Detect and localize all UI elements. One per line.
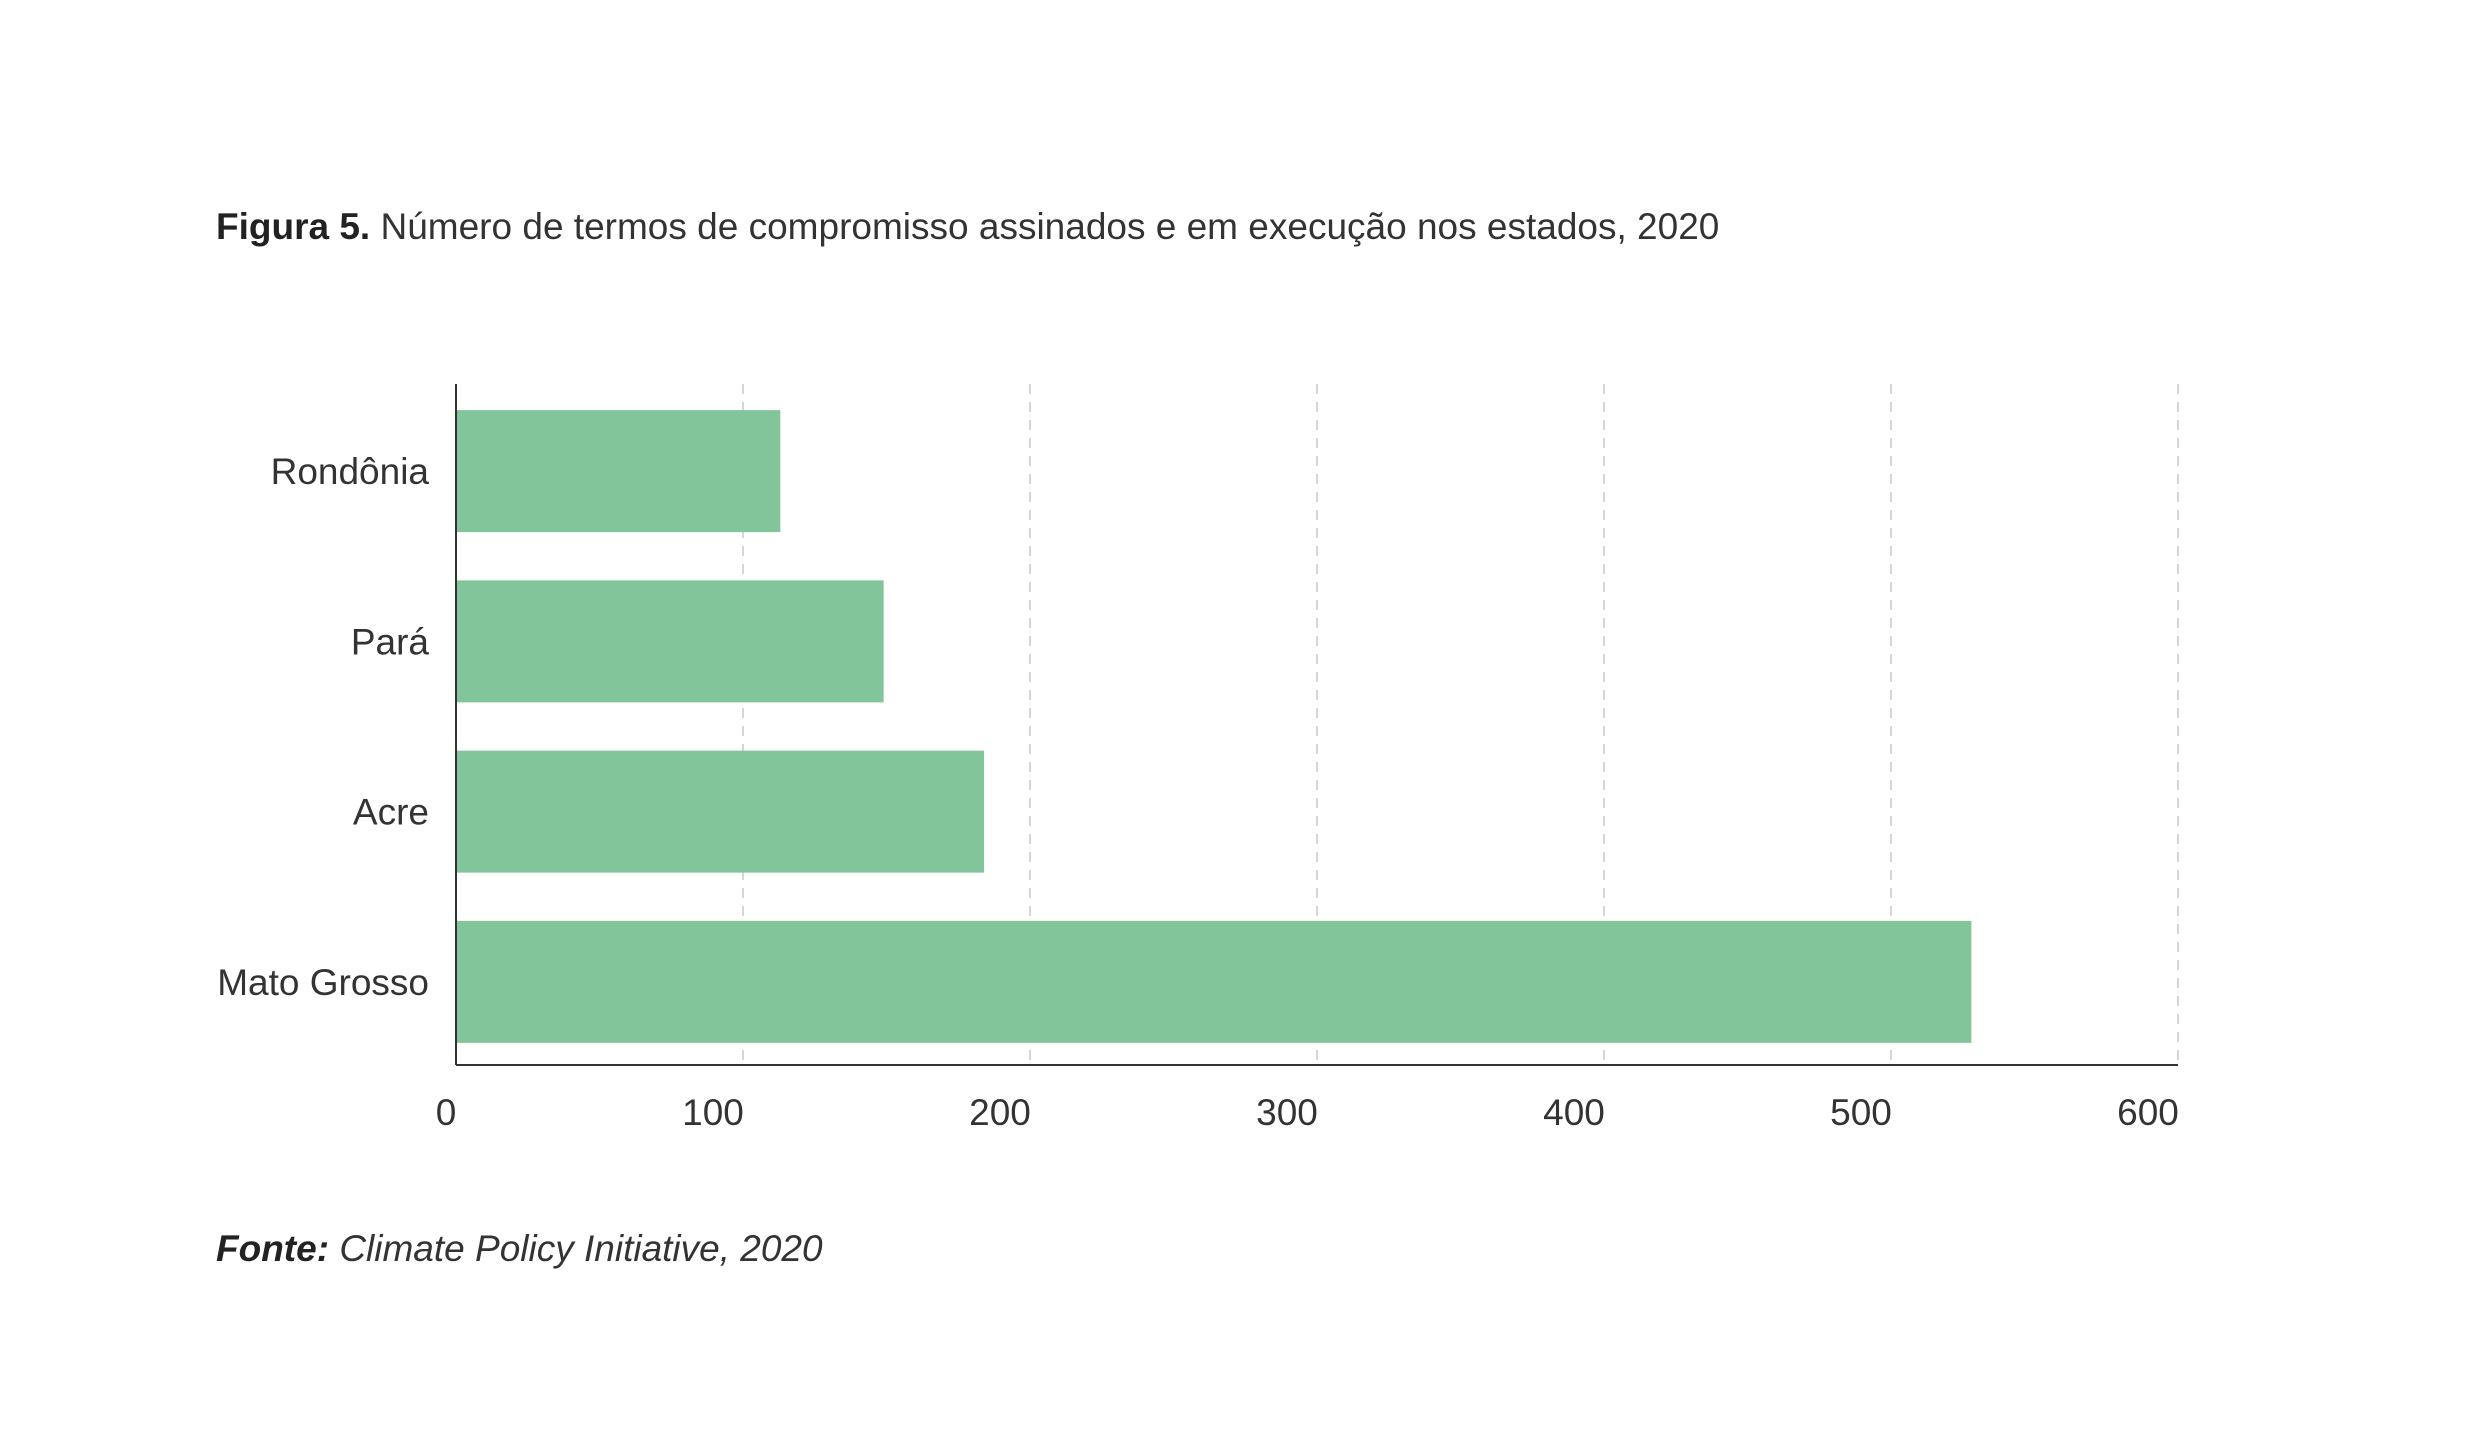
x-tick-label: 600 [2117,1092,2179,1133]
x-tick-label: 200 [969,1092,1031,1133]
y-category-label: Rondônia [271,451,430,492]
y-category-label: Pará [351,621,430,662]
bar-rondônia [456,410,781,533]
bar-pará [456,580,884,703]
chart-source: Fonte: Climate Policy Initiative, 2020 [216,1228,823,1270]
x-tick-label: 500 [1830,1092,1892,1133]
source-text: Climate Policy Initiative, 2020 [339,1228,823,1269]
y-category-label: Acre [353,792,429,833]
chart-title: Figura 5. Número de termos de compromiss… [216,206,1719,248]
bars [456,410,1972,1043]
x-tick-label: 100 [682,1092,744,1133]
bar-mato-grosso [456,920,1972,1043]
x-tick-label: 300 [1256,1092,1318,1133]
y-category-label: Mato Grosso [217,962,429,1003]
figure-number: Figura 5. [216,206,371,247]
bar-acre [456,750,985,873]
figure-title-text: Número de termos de compromisso assinado… [380,206,1720,247]
axes [455,384,2178,1066]
source-prefix: Fonte: [216,1228,330,1269]
x-tick-label: 0 [436,1092,457,1133]
labels: 0 100 200 300 400 500 600 Rondônia Pará Acre Mato … [217,451,2179,1133]
x-tick-label: 400 [1543,1092,1605,1133]
